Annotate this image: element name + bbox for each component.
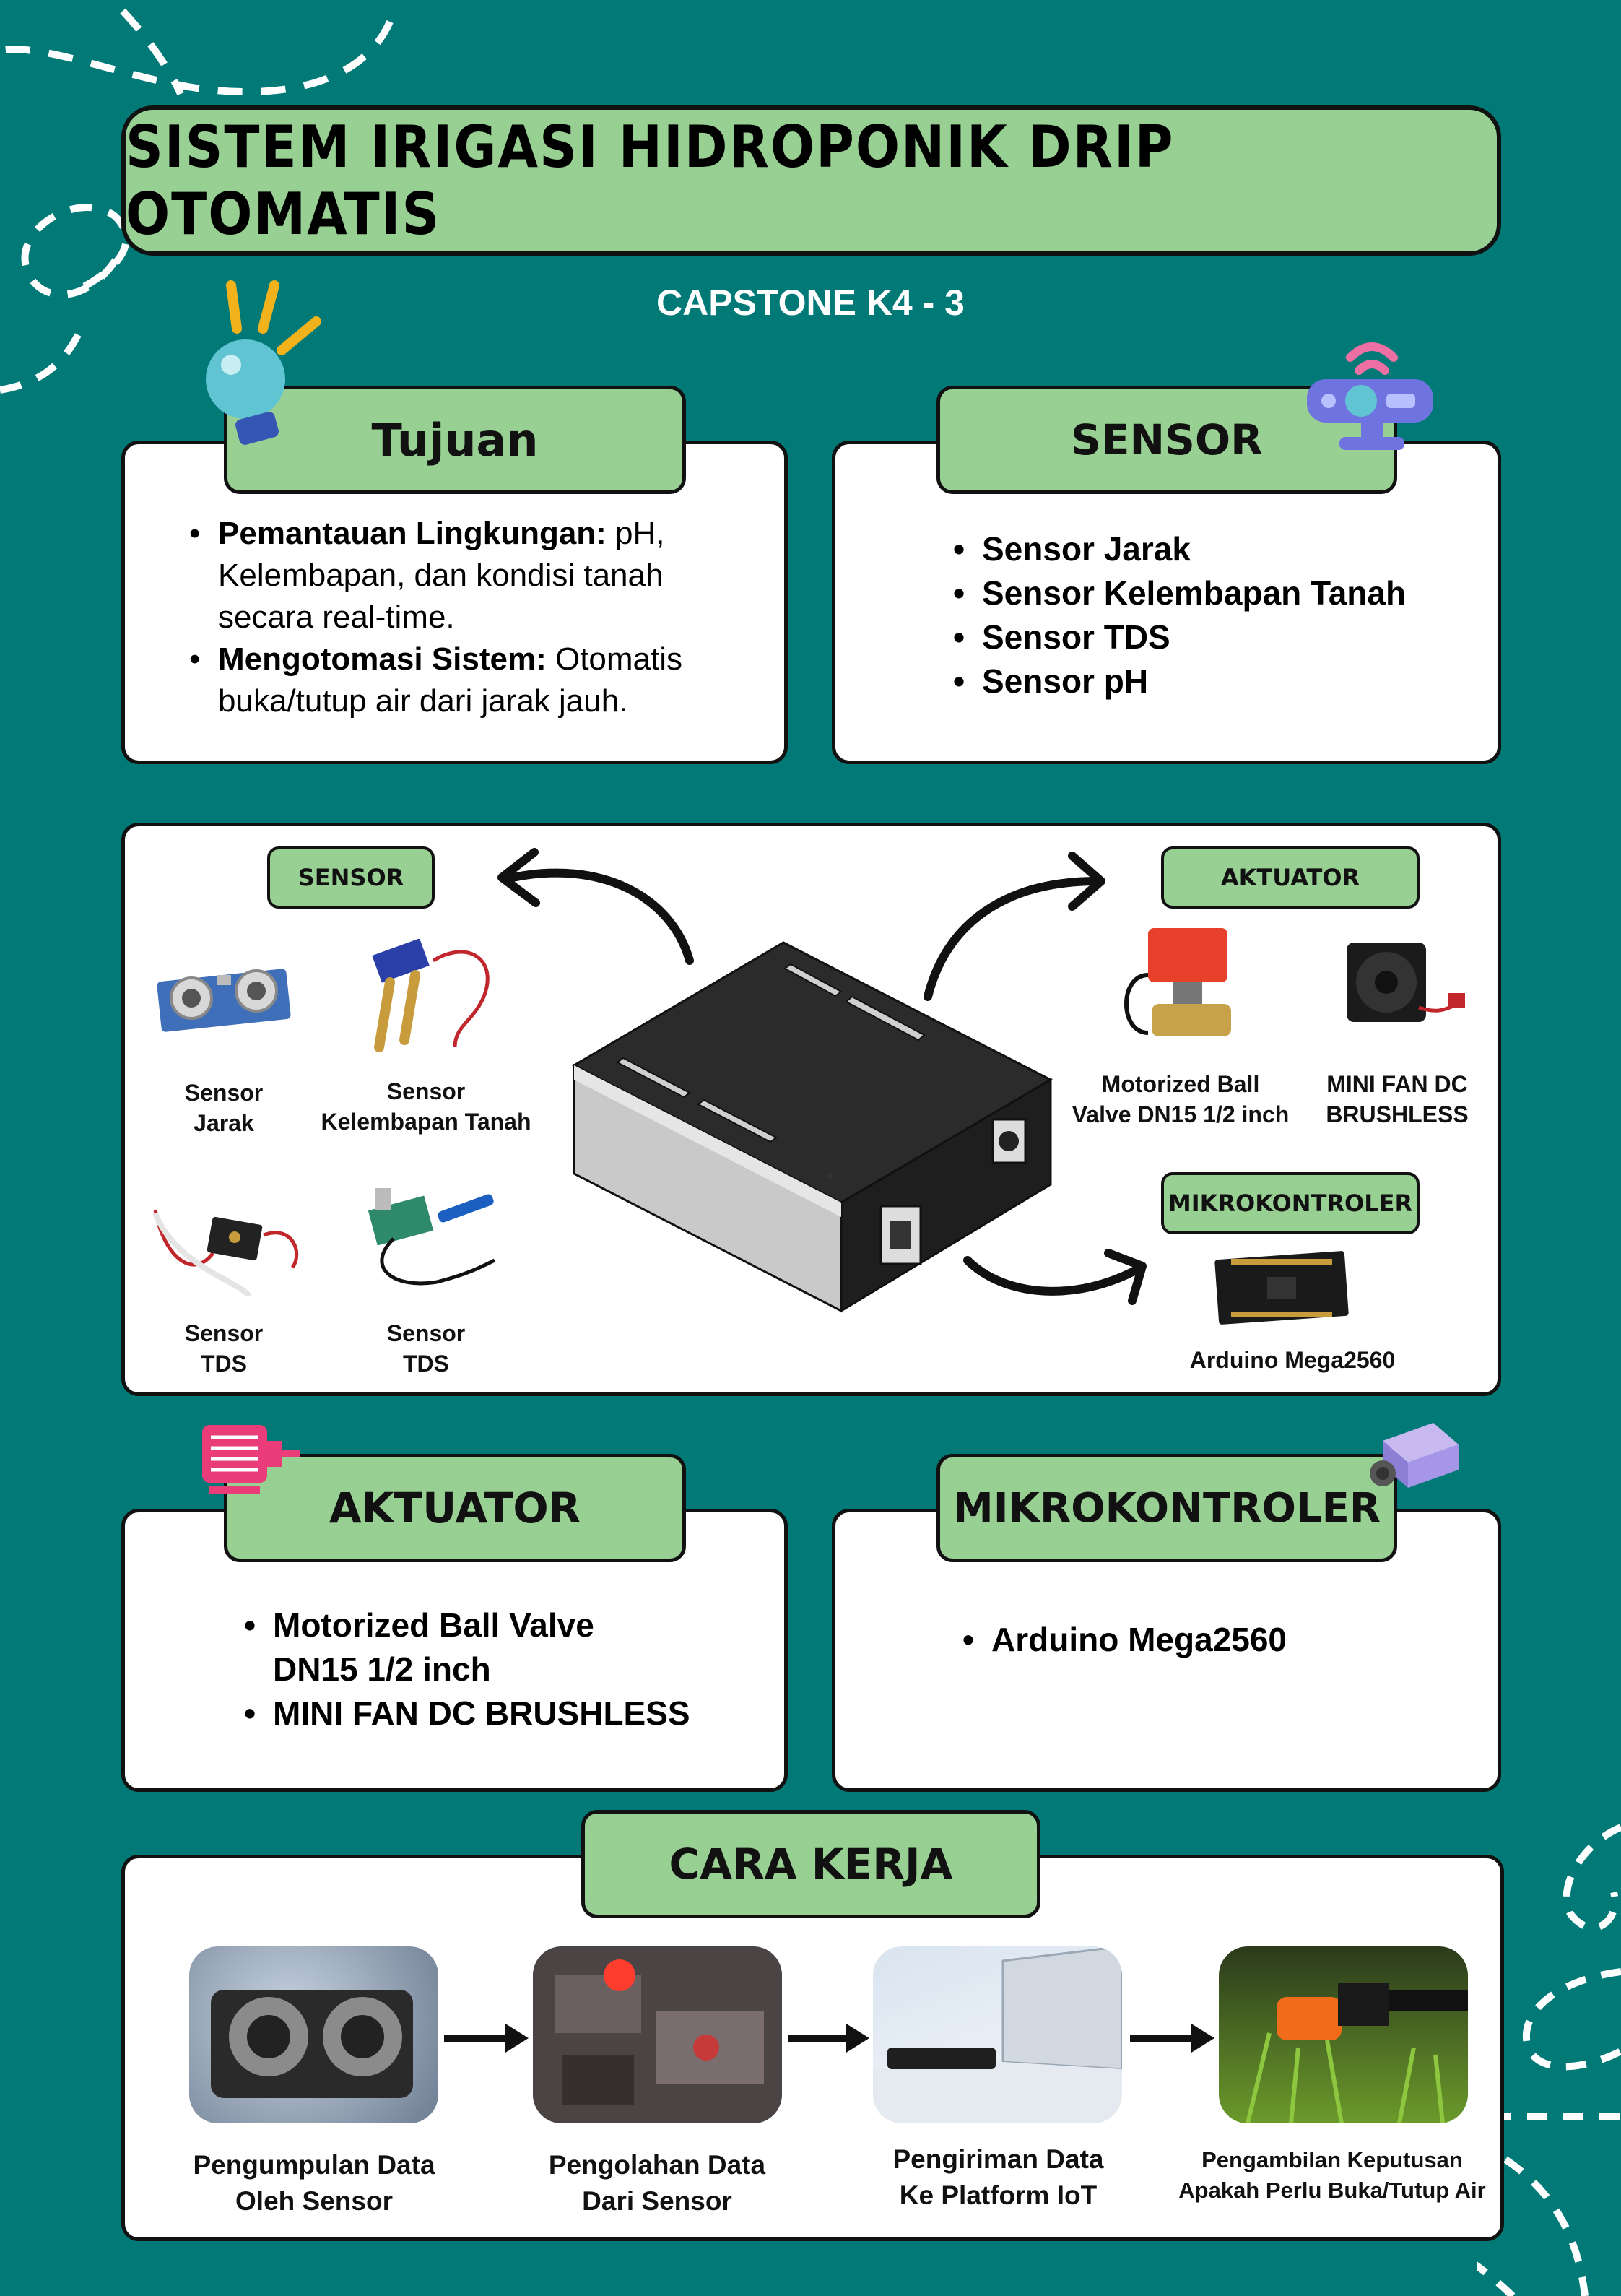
tujuan-heading: Tujuan — [224, 386, 686, 494]
step-2-caption: Pengolahan Data Dari Sensor — [548, 2150, 766, 2216]
aktuator-heading: AKTUATOR — [224, 1454, 686, 1562]
sensor-item: Sensor pH — [953, 659, 1487, 703]
ph-sensor-image — [368, 1188, 496, 1286]
caption-sensor-kelembapan: Sensor Kelembapan Tanah — [321, 1078, 531, 1135]
aktuator-item: Motorized Ball Valve DN15 1/2 inch — [244, 1603, 648, 1691]
step-1-caption: Pengumpulan Data Oleh Sensor — [193, 2150, 435, 2216]
sensor-list: Sensor Jarak Sensor Kelembapan Tanah Sen… — [953, 527, 1487, 703]
wifi-sensor-icon — [1307, 342, 1433, 450]
step-3-caption: Pengiriman Data Ke Platform IoT — [892, 2144, 1104, 2210]
aktuator-item: MINI FAN DC BRUSHLESS — [244, 1691, 764, 1736]
mini-fan-image — [1347, 943, 1465, 1022]
tujuan-item: Mengotomasi Sistem: Otomatis buka/tutup … — [189, 638, 767, 722]
soil-moisture-sensor-image — [372, 939, 490, 1052]
mikrokontroler-item: Arduino Mega2560 — [962, 1618, 1468, 1662]
caption-arduino-mega: Arduino Mega2560 — [1189, 1347, 1396, 1373]
step-1-ultrasonic-photo — [189, 1946, 438, 2123]
step-2-processing-photo — [533, 1946, 782, 2123]
diagram-mikro-tag: MIKROKONTROLER — [1161, 1172, 1420, 1234]
arrow-to-mikrokontroler — [963, 1249, 1147, 1305]
arrow-to-aktuator — [924, 852, 1105, 1001]
page-title: SISTEM IRIGASI HIDROPONIK DRIP OTOMATIS — [121, 105, 1501, 256]
tujuan-item: Pemantauan Lingkungan: pH, Kelembapan, d… — [189, 513, 767, 638]
sensor-item: Sensor Jarak — [953, 527, 1487, 571]
sensor-item: Sensor TDS — [953, 615, 1487, 659]
step-arrow-2 — [788, 2024, 869, 2053]
diagram-aktuator-tag: AKTUATOR — [1161, 846, 1420, 909]
caption-mini-fan: MINI FAN DC BRUSHLESS — [1326, 1071, 1469, 1127]
mikrokontroler-list: Arduino Mega2560 — [962, 1618, 1468, 1662]
page-subtitle: CAPSTONE K4 - 3 — [656, 282, 965, 323]
tds-sensor-image — [152, 1209, 299, 1296]
sensor-item: Sensor Kelembapan Tanah — [953, 571, 1487, 615]
step-arrow-1 — [444, 2024, 529, 2053]
microcontroller-board-icon — [1370, 1423, 1459, 1488]
step-4-irrigation-photo — [1219, 1946, 1468, 2123]
decorative-dashes-bottom-right — [1477, 1824, 1621, 2296]
caption-sensor-tds-1: Sensor TDS — [184, 1320, 264, 1377]
aktuator-list: Motorized Ball Valve DN15 1/2 inch MINI … — [244, 1603, 764, 1736]
caption-sensor-tds-2: Sensor TDS — [386, 1320, 466, 1377]
lightbulb-icon — [206, 280, 321, 445]
ultrasonic-sensor-image — [157, 969, 291, 1032]
caption-sensor-jarak: Sensor Jarak — [184, 1080, 264, 1136]
mikrokontroler-heading: MIKROKONTROLER — [936, 1454, 1397, 1562]
arduino-mega-image — [1214, 1251, 1349, 1325]
step-3-laptop-photo — [873, 1946, 1122, 2123]
controller-enclosure-image — [571, 941, 1053, 1313]
step-arrow-3 — [1130, 2024, 1214, 2053]
caption-motorized-valve: Motorized Ball Valve DN15 1/2 inch — [1072, 1071, 1290, 1127]
decorative-dashes-top-left — [0, 8, 394, 394]
step-4-caption: Pengambilan Keputusan Apakah Perlu Buka/T… — [1178, 2147, 1486, 2203]
arrow-to-sensor — [497, 848, 694, 965]
diagram-sensor-tag: SENSOR — [267, 846, 435, 909]
motor-icon — [202, 1425, 300, 1494]
cara-kerja-heading: CARA KERJA — [581, 1810, 1040, 1918]
tujuan-list: Pemantauan Lingkungan: pH, Kelembapan, d… — [189, 513, 767, 722]
motorized-ball-valve-image — [1124, 928, 1231, 1036]
